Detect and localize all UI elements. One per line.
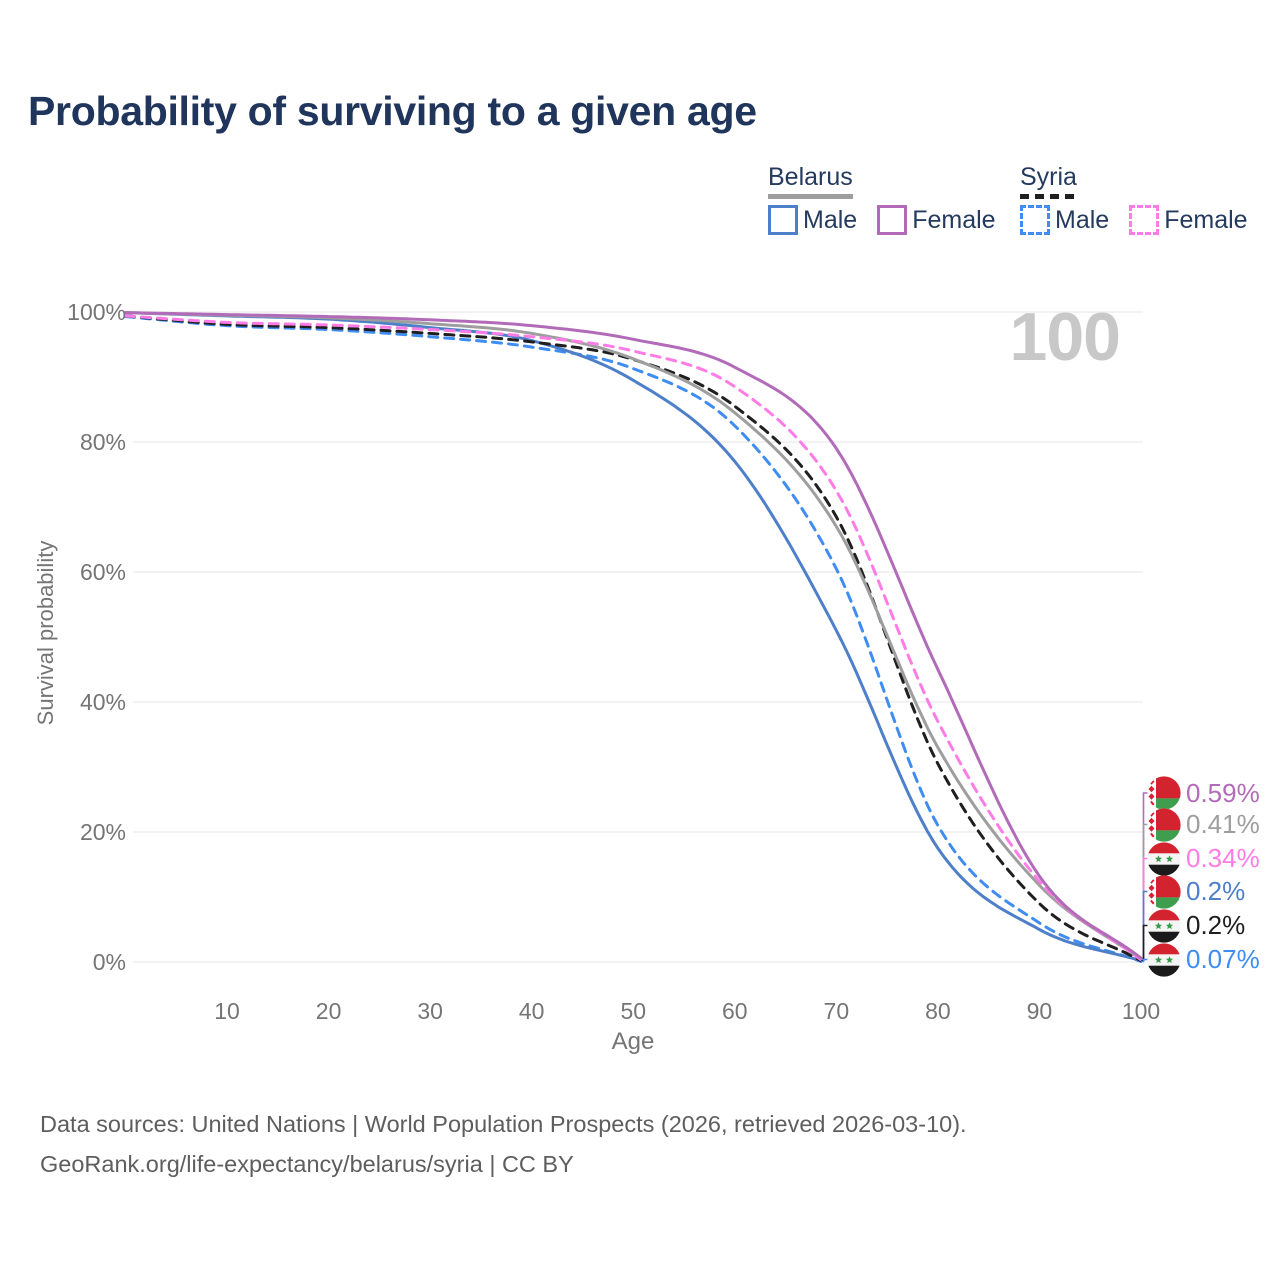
y-tick-label-40%: 40% bbox=[79, 689, 126, 715]
syria-dashed-line-key bbox=[1020, 194, 1077, 199]
curve-belarus-all[interactable] bbox=[124, 311, 1143, 961]
legend-items-syria: Male Female bbox=[1020, 205, 1268, 235]
end-value-text: 0.07% bbox=[1186, 944, 1260, 974]
data-sources-line: Data sources: United Nations | World Pop… bbox=[40, 1111, 967, 1137]
end-value-label-belarus-female: 0.59% bbox=[1147, 776, 1260, 810]
end-value-label-belarus-male: 0.2% bbox=[1147, 874, 1246, 909]
y-tick-label-20%: 20% bbox=[79, 819, 126, 845]
legend-header-syria[interactable]: Syria bbox=[1020, 163, 1077, 199]
legend-label-belarus-female: Female bbox=[912, 205, 996, 234]
syria-female-swatch-icon bbox=[1129, 205, 1160, 235]
end-value-text: 0.34% bbox=[1186, 843, 1260, 873]
curve-syria-all[interactable] bbox=[124, 314, 1143, 963]
legend-header-syria-label: Syria bbox=[1020, 163, 1077, 191]
curve-syria-female[interactable] bbox=[124, 314, 1143, 962]
legend-item-syria-female[interactable]: Female bbox=[1129, 205, 1248, 235]
x-tick-label-60: 60 bbox=[722, 998, 748, 1024]
curve-belarus-male[interactable] bbox=[124, 311, 1143, 963]
x-tick-label-70: 70 bbox=[823, 998, 850, 1024]
end-value-text: 0.2% bbox=[1186, 910, 1246, 940]
y-tick-label-80%: 80% bbox=[79, 429, 126, 455]
legend-group-syria: Syria Male Female bbox=[1020, 163, 1268, 235]
end-value-label-syria-male: 0.07% bbox=[1147, 942, 1260, 977]
x-tick-label-100: 100 bbox=[1121, 998, 1161, 1024]
legend-group-belarus: Belarus Male Female bbox=[768, 163, 1016, 235]
y-tick-label-100%: 100% bbox=[67, 299, 126, 325]
page-title: Probability of surviving to a given age bbox=[28, 88, 757, 134]
legend-label-belarus-male: Male bbox=[803, 205, 858, 234]
legend-label-syria-female: Female bbox=[1164, 205, 1248, 234]
footer: Data sources: United Nations | World Pop… bbox=[40, 1104, 967, 1184]
end-value-text: 0.2% bbox=[1186, 876, 1246, 906]
belarus-male-swatch-icon bbox=[768, 205, 798, 235]
x-tick-label-40: 40 bbox=[518, 998, 545, 1024]
curve-belarus-female[interactable] bbox=[124, 311, 1143, 960]
legend-header-belarus-label: Belarus bbox=[768, 163, 853, 191]
x-tick-label-30: 30 bbox=[417, 998, 443, 1024]
syria-flag-icon bbox=[1147, 942, 1181, 977]
y-tick-label-0%: 0% bbox=[92, 949, 126, 975]
x-tick-label-10: 10 bbox=[214, 998, 240, 1024]
end-value-label-belarus-all: 0.41% bbox=[1147, 807, 1260, 842]
end-value-text: 0.41% bbox=[1186, 809, 1260, 839]
legend-label-syria-male: Male bbox=[1055, 205, 1110, 234]
belarus-flag-icon bbox=[1147, 776, 1181, 810]
end-value-label-syria-all: 0.2% bbox=[1147, 908, 1246, 943]
legend-item-belarus-female[interactable]: Female bbox=[877, 205, 996, 235]
belarus-female-swatch-icon bbox=[877, 205, 908, 235]
legend-header-belarus[interactable]: Belarus bbox=[768, 163, 853, 199]
end-value-text: 0.59% bbox=[1186, 777, 1260, 808]
x-tick-label-90: 90 bbox=[1026, 998, 1053, 1024]
x-tick-label-20: 20 bbox=[315, 998, 342, 1024]
syria-flag-icon bbox=[1147, 908, 1181, 943]
curve-syria-male[interactable] bbox=[124, 315, 1143, 963]
source-url-line: GeoRank.org/life-expectancy/belarus/syri… bbox=[40, 1151, 574, 1177]
y-tick-label-60%: 60% bbox=[79, 559, 126, 585]
legend-item-belarus-male[interactable]: Male bbox=[768, 205, 857, 235]
belarus-flag-icon bbox=[1147, 874, 1181, 909]
end-value-label-syria-female: 0.34% bbox=[1147, 841, 1260, 876]
y-axis-title: Survival probability bbox=[33, 540, 58, 726]
belarus-solid-line-key bbox=[768, 194, 853, 199]
belarus-flag-icon bbox=[1147, 807, 1181, 842]
legend-item-syria-male[interactable]: Male bbox=[1020, 205, 1109, 235]
x-tick-label-80: 80 bbox=[925, 998, 951, 1024]
legend-items-belarus: Male Female bbox=[768, 205, 1016, 235]
syria-flag-icon bbox=[1147, 841, 1181, 876]
x-tick-label-50: 50 bbox=[620, 998, 647, 1024]
x-axis-title: Age bbox=[611, 1028, 655, 1055]
end-label-connector-syria-male bbox=[1141, 958, 1148, 963]
syria-male-swatch-icon bbox=[1020, 205, 1050, 235]
